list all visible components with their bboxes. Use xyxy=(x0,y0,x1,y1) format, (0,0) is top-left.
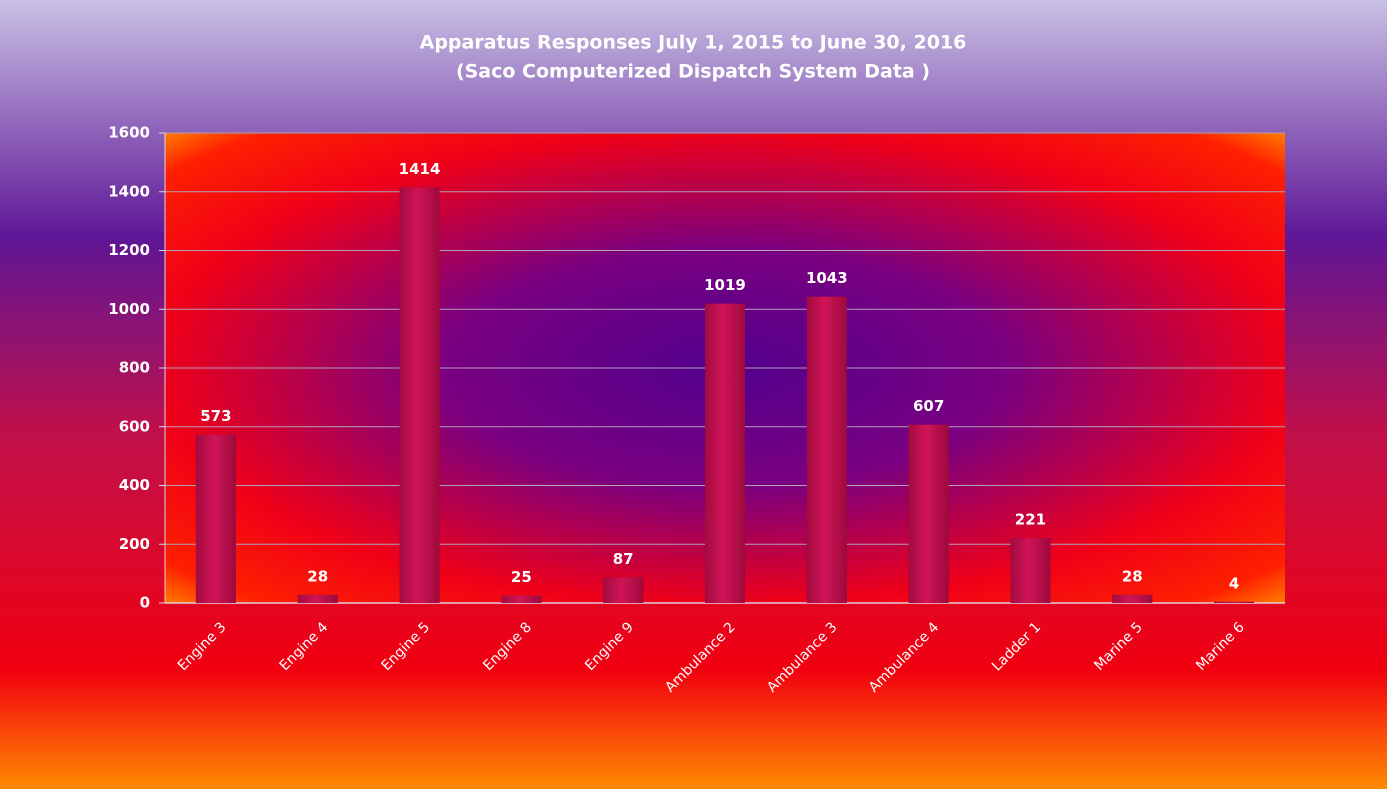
data-label: 25 xyxy=(511,568,532,586)
y-tick-label: 400 xyxy=(119,476,150,494)
bar xyxy=(908,424,949,603)
data-label: 1414 xyxy=(399,160,441,178)
bar xyxy=(501,595,542,603)
chart-title: Apparatus Responses July 1, 2015 to June… xyxy=(420,32,967,54)
y-tick-label: 1200 xyxy=(108,241,150,259)
data-label: 28 xyxy=(1122,567,1143,585)
bar xyxy=(399,187,440,603)
y-tick-label: 0 xyxy=(140,594,150,612)
bar xyxy=(1112,594,1153,603)
data-label: 1043 xyxy=(806,269,848,287)
bar xyxy=(705,303,745,603)
y-tick-label: 1600 xyxy=(108,124,150,142)
data-label: 607 xyxy=(913,397,944,415)
y-tick-label: 600 xyxy=(119,417,150,435)
bar xyxy=(1214,601,1255,603)
data-label: 4 xyxy=(1229,574,1239,592)
bar xyxy=(297,594,338,603)
data-label: 221 xyxy=(1015,511,1046,529)
bar xyxy=(603,577,644,603)
data-label: 1019 xyxy=(704,276,746,294)
data-label: 573 xyxy=(200,407,231,425)
y-tick-label: 200 xyxy=(119,535,150,553)
bar xyxy=(1010,538,1051,603)
chart-subtitle: (Saco Computerized Dispatch System Data … xyxy=(456,61,930,83)
bar xyxy=(806,296,847,603)
data-label: 87 xyxy=(613,550,634,568)
y-tick-label: 800 xyxy=(119,359,150,377)
bar xyxy=(195,434,236,603)
data-label: 28 xyxy=(307,567,328,585)
y-tick-label: 1400 xyxy=(108,182,150,200)
y-tick-label: 1000 xyxy=(108,300,150,318)
